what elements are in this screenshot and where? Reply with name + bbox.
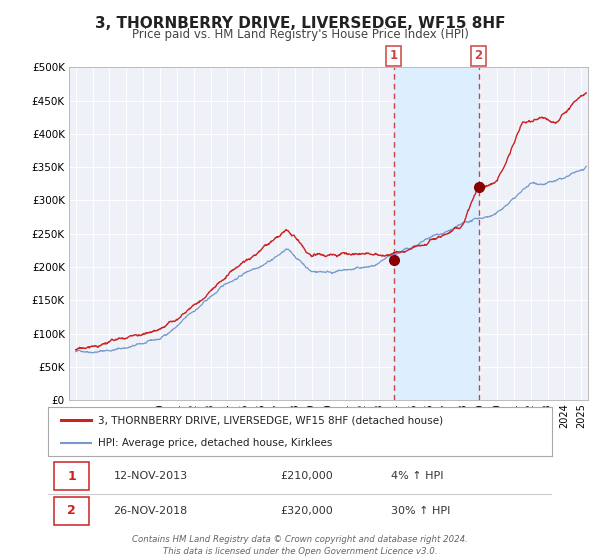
Text: Price paid vs. HM Land Registry's House Price Index (HPI): Price paid vs. HM Land Registry's House … bbox=[131, 28, 469, 41]
Text: 2: 2 bbox=[475, 49, 483, 62]
FancyBboxPatch shape bbox=[54, 497, 89, 525]
Text: 1: 1 bbox=[67, 469, 76, 483]
Text: 30% ↑ HPI: 30% ↑ HPI bbox=[391, 506, 450, 516]
Text: £210,000: £210,000 bbox=[280, 471, 332, 481]
Text: 4% ↑ HPI: 4% ↑ HPI bbox=[391, 471, 443, 481]
Text: Contains HM Land Registry data © Crown copyright and database right 2024.
This d: Contains HM Land Registry data © Crown c… bbox=[132, 535, 468, 556]
Text: £320,000: £320,000 bbox=[280, 506, 332, 516]
FancyBboxPatch shape bbox=[54, 462, 89, 490]
Text: 12-NOV-2013: 12-NOV-2013 bbox=[113, 471, 188, 481]
Bar bbox=[394, 67, 479, 400]
Text: 3, THORNBERRY DRIVE, LIVERSEDGE, WF15 8HF (detached house): 3, THORNBERRY DRIVE, LIVERSEDGE, WF15 8H… bbox=[98, 416, 443, 426]
Text: 2: 2 bbox=[67, 505, 76, 517]
Text: HPI: Average price, detached house, Kirklees: HPI: Average price, detached house, Kirk… bbox=[98, 438, 333, 448]
Text: 1: 1 bbox=[389, 49, 398, 62]
Text: 26-NOV-2018: 26-NOV-2018 bbox=[113, 506, 188, 516]
Text: 3, THORNBERRY DRIVE, LIVERSEDGE, WF15 8HF: 3, THORNBERRY DRIVE, LIVERSEDGE, WF15 8H… bbox=[95, 16, 505, 31]
